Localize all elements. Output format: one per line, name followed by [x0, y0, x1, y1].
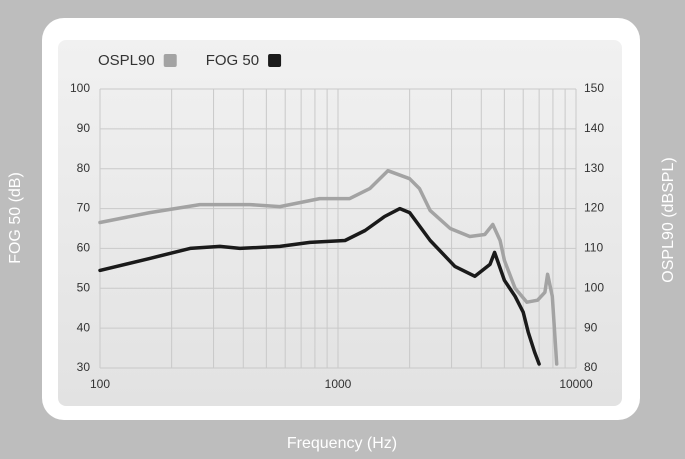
x-tick-label: 100	[90, 377, 110, 391]
legend-label: OSPL90	[98, 52, 155, 69]
x-axis-title: Frequency (Hz)	[287, 435, 397, 452]
x-tick-label: 10000	[559, 377, 593, 391]
y-tick-label: 30	[77, 360, 91, 374]
y-tick-label: 70	[77, 201, 91, 215]
y-tick-label: 90	[77, 121, 91, 135]
y2-tick-label: 100	[584, 280, 604, 294]
y2-tick-label: 90	[584, 320, 598, 334]
y-tick-label: 60	[77, 241, 91, 255]
y2-tick-label: 80	[584, 360, 598, 374]
y2-tick-label: 110	[584, 241, 603, 255]
plot-background	[58, 40, 622, 406]
y-tick-label: 80	[77, 161, 91, 175]
y2-tick-label: 120	[584, 201, 604, 215]
legend-swatch	[268, 54, 282, 67]
y-tick-label: 50	[77, 280, 91, 294]
y2-tick-label: 130	[584, 161, 604, 175]
y-tick-label: 100	[70, 81, 90, 95]
series-line	[98, 206, 541, 366]
series-line	[98, 168, 559, 366]
legend-swatch	[163, 54, 177, 67]
y-axis-title: FOG 50 (dB)	[7, 172, 24, 264]
y2-axis-title: OSPL90 (dBSPL)	[660, 157, 677, 282]
legend-label: FOG 50	[206, 52, 259, 69]
y2-tick-label: 140	[584, 121, 604, 135]
y-tick-label: 40	[77, 320, 91, 334]
x-tick-label: 1000	[325, 377, 352, 391]
y2-tick-label: 150	[584, 81, 604, 95]
